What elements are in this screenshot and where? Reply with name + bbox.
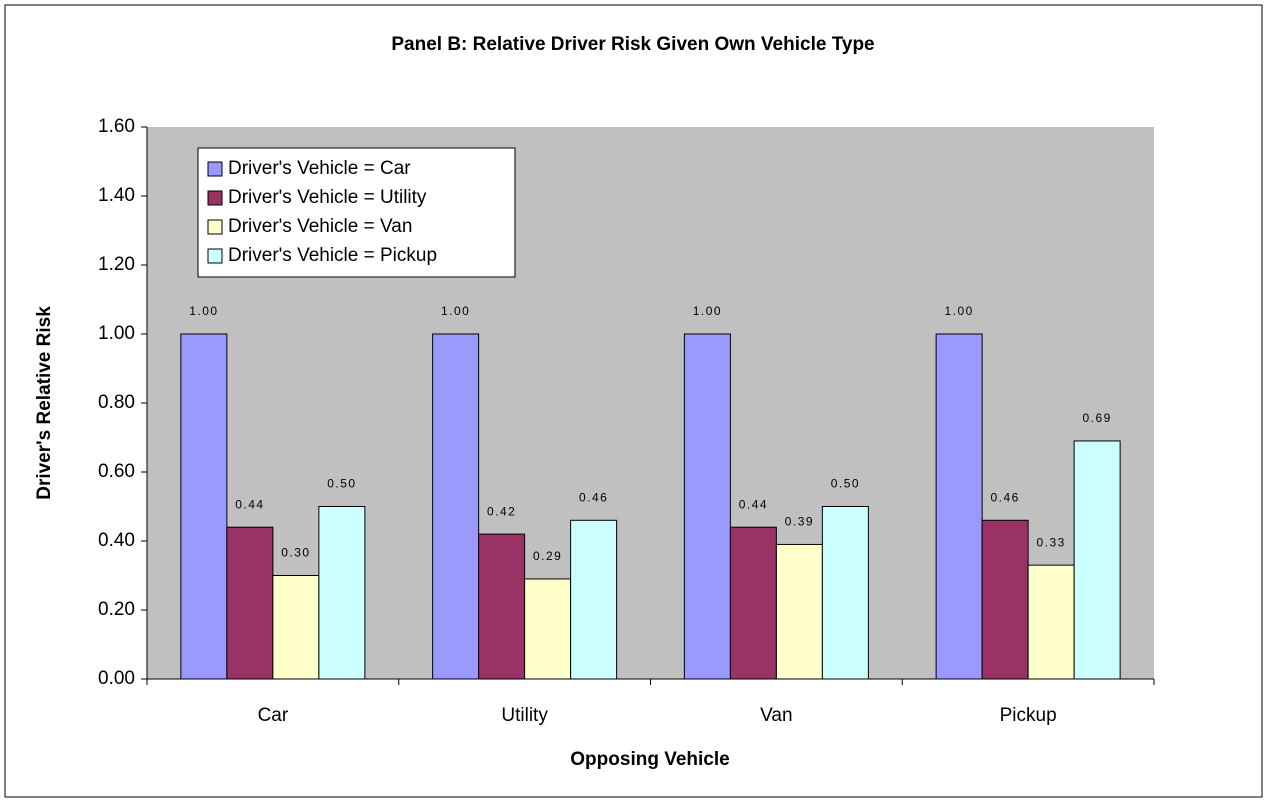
bar: [683, 333, 731, 680]
y-tick-label: 0.20: [98, 599, 135, 620]
data-label: 0.46: [579, 490, 608, 504]
legend-swatch: [207, 248, 223, 264]
y-axis-title: Driver's Relative Risk: [34, 306, 55, 500]
bar: [821, 506, 869, 680]
bar: [272, 575, 320, 680]
legend-box: [197, 147, 516, 278]
data-label: 1.00: [189, 304, 218, 318]
y-tick-label: 0.80: [98, 392, 135, 413]
x-tick-label: Van: [760, 705, 792, 726]
bar: [1027, 564, 1075, 680]
legend-label: Driver's Vehicle = Van: [228, 216, 412, 237]
data-label: 0.50: [327, 477, 356, 491]
x-tick-label: Utility: [501, 705, 548, 726]
y-tick-label: 0.00: [98, 668, 135, 689]
y-tick-label: 1.60: [98, 116, 135, 137]
bar: [524, 578, 572, 680]
data-label: 0.29: [533, 549, 562, 563]
bar: [775, 543, 823, 680]
bar: [318, 506, 366, 680]
bar: [226, 526, 274, 680]
legend-swatch: [207, 190, 223, 206]
bar: [729, 526, 777, 680]
data-label: 1.00: [693, 304, 722, 318]
data-label: 0.39: [785, 515, 814, 529]
legend-swatch: [207, 219, 223, 235]
data-label: 0.33: [1036, 535, 1065, 549]
legend-label: Driver's Vehicle = Car: [228, 158, 411, 179]
bar: [981, 519, 1029, 680]
y-tick-label: 1.20: [98, 254, 135, 275]
legend-label: Driver's Vehicle = Utility: [228, 187, 427, 208]
y-tick-label: 1.40: [98, 185, 135, 206]
bar: [935, 333, 983, 680]
x-tick-label: Car: [258, 705, 289, 726]
x-axis-title: Opposing Vehicle: [570, 749, 729, 770]
bar: [570, 519, 618, 680]
data-label: 1.00: [944, 304, 973, 318]
bar: [1073, 440, 1121, 680]
y-tick-label: 1.00: [98, 323, 135, 344]
data-label: 0.42: [487, 504, 516, 518]
data-label: 1.00: [441, 304, 470, 318]
y-tick-label: 0.60: [98, 461, 135, 482]
data-label: 0.44: [235, 497, 264, 511]
x-tick-label: Pickup: [1000, 705, 1057, 726]
bar: [180, 333, 228, 680]
data-label: 0.30: [281, 546, 310, 560]
data-label: 0.46: [990, 490, 1019, 504]
chart-title: Panel B: Relative Driver Risk Given Own …: [391, 34, 874, 55]
data-label: 0.44: [739, 497, 768, 511]
legend-label: Driver's Vehicle = Pickup: [228, 245, 437, 266]
data-label: 0.50: [831, 477, 860, 491]
bar: [432, 333, 480, 680]
legend-swatch: [207, 161, 223, 177]
data-label: 0.69: [1082, 411, 1111, 425]
y-tick-label: 0.40: [98, 530, 135, 551]
bar: [478, 533, 526, 680]
